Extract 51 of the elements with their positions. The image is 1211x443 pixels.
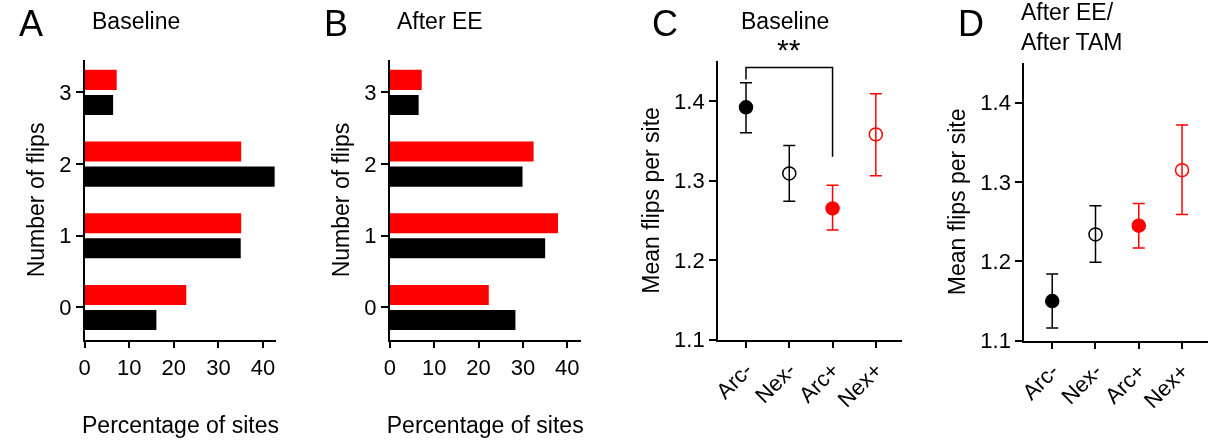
y-axis-title: Mean flips per site — [944, 108, 971, 296]
bar — [84, 284, 187, 305]
y-axis-title: Mean flips per site — [638, 107, 665, 294]
bar — [84, 69, 117, 90]
bar — [84, 141, 242, 162]
x-tick-label: 30 — [510, 354, 536, 380]
chart-title: After EE/ After TAM — [1021, 0, 1123, 55]
x-tick-label: 40 — [250, 354, 276, 380]
y-axis-title: Number of flips — [23, 122, 50, 278]
y-tick-label: 2 — [364, 151, 377, 177]
x-tick-label: 20 — [161, 354, 187, 380]
x-axis-title: Percentage of sites — [82, 411, 279, 438]
x-tick-label: Nex- — [1056, 358, 1107, 410]
bar — [389, 69, 422, 90]
x-axis-title: Percentage of sites — [386, 411, 584, 438]
y-axis-title: Number of flips — [328, 122, 355, 278]
x-tick-label: 20 — [466, 354, 491, 380]
y-tick-label: 1 — [364, 223, 377, 249]
x-tick-label: 0 — [383, 354, 396, 380]
x-tick-label: 40 — [555, 354, 580, 380]
x-tick-label: 30 — [206, 354, 231, 380]
y-tick-label: 1.2 — [674, 247, 705, 273]
bar — [389, 213, 559, 234]
y-tick-label: 1.1 — [674, 327, 705, 353]
y-tick-label: 0 — [59, 295, 72, 321]
y-tick-label: 1.3 — [674, 168, 705, 194]
annotation: ** — [777, 33, 801, 66]
y-tick-label: 1.3 — [980, 169, 1011, 195]
x-tick-label: 0 — [78, 354, 91, 380]
y-tick-label: 3 — [364, 80, 377, 106]
x-tick-label: Nex- — [750, 357, 801, 409]
y-tick-label: 1.1 — [980, 328, 1011, 354]
chart-title: Baseline — [741, 8, 830, 34]
y-tick-label: 3 — [59, 80, 72, 106]
bar — [389, 141, 534, 162]
x-tick-label: 10 — [421, 354, 447, 380]
y-tick-label: 0 — [364, 295, 377, 321]
y-tick-label: 1.4 — [980, 90, 1011, 116]
text: B — [324, 3, 349, 44]
y-tick-label: 2 — [59, 151, 72, 177]
text: D — [958, 3, 984, 44]
chart-title: After EE — [397, 8, 483, 34]
y-tick-label: 1.2 — [980, 249, 1011, 275]
bar — [389, 284, 489, 305]
text: C — [652, 3, 678, 44]
text: A — [19, 3, 44, 44]
chart-title: Baseline — [92, 8, 181, 34]
bar — [84, 213, 242, 234]
y-tick-label: 1.4 — [674, 88, 705, 114]
y-tick-label: 1 — [59, 223, 72, 249]
x-tick-label: 10 — [116, 354, 142, 380]
